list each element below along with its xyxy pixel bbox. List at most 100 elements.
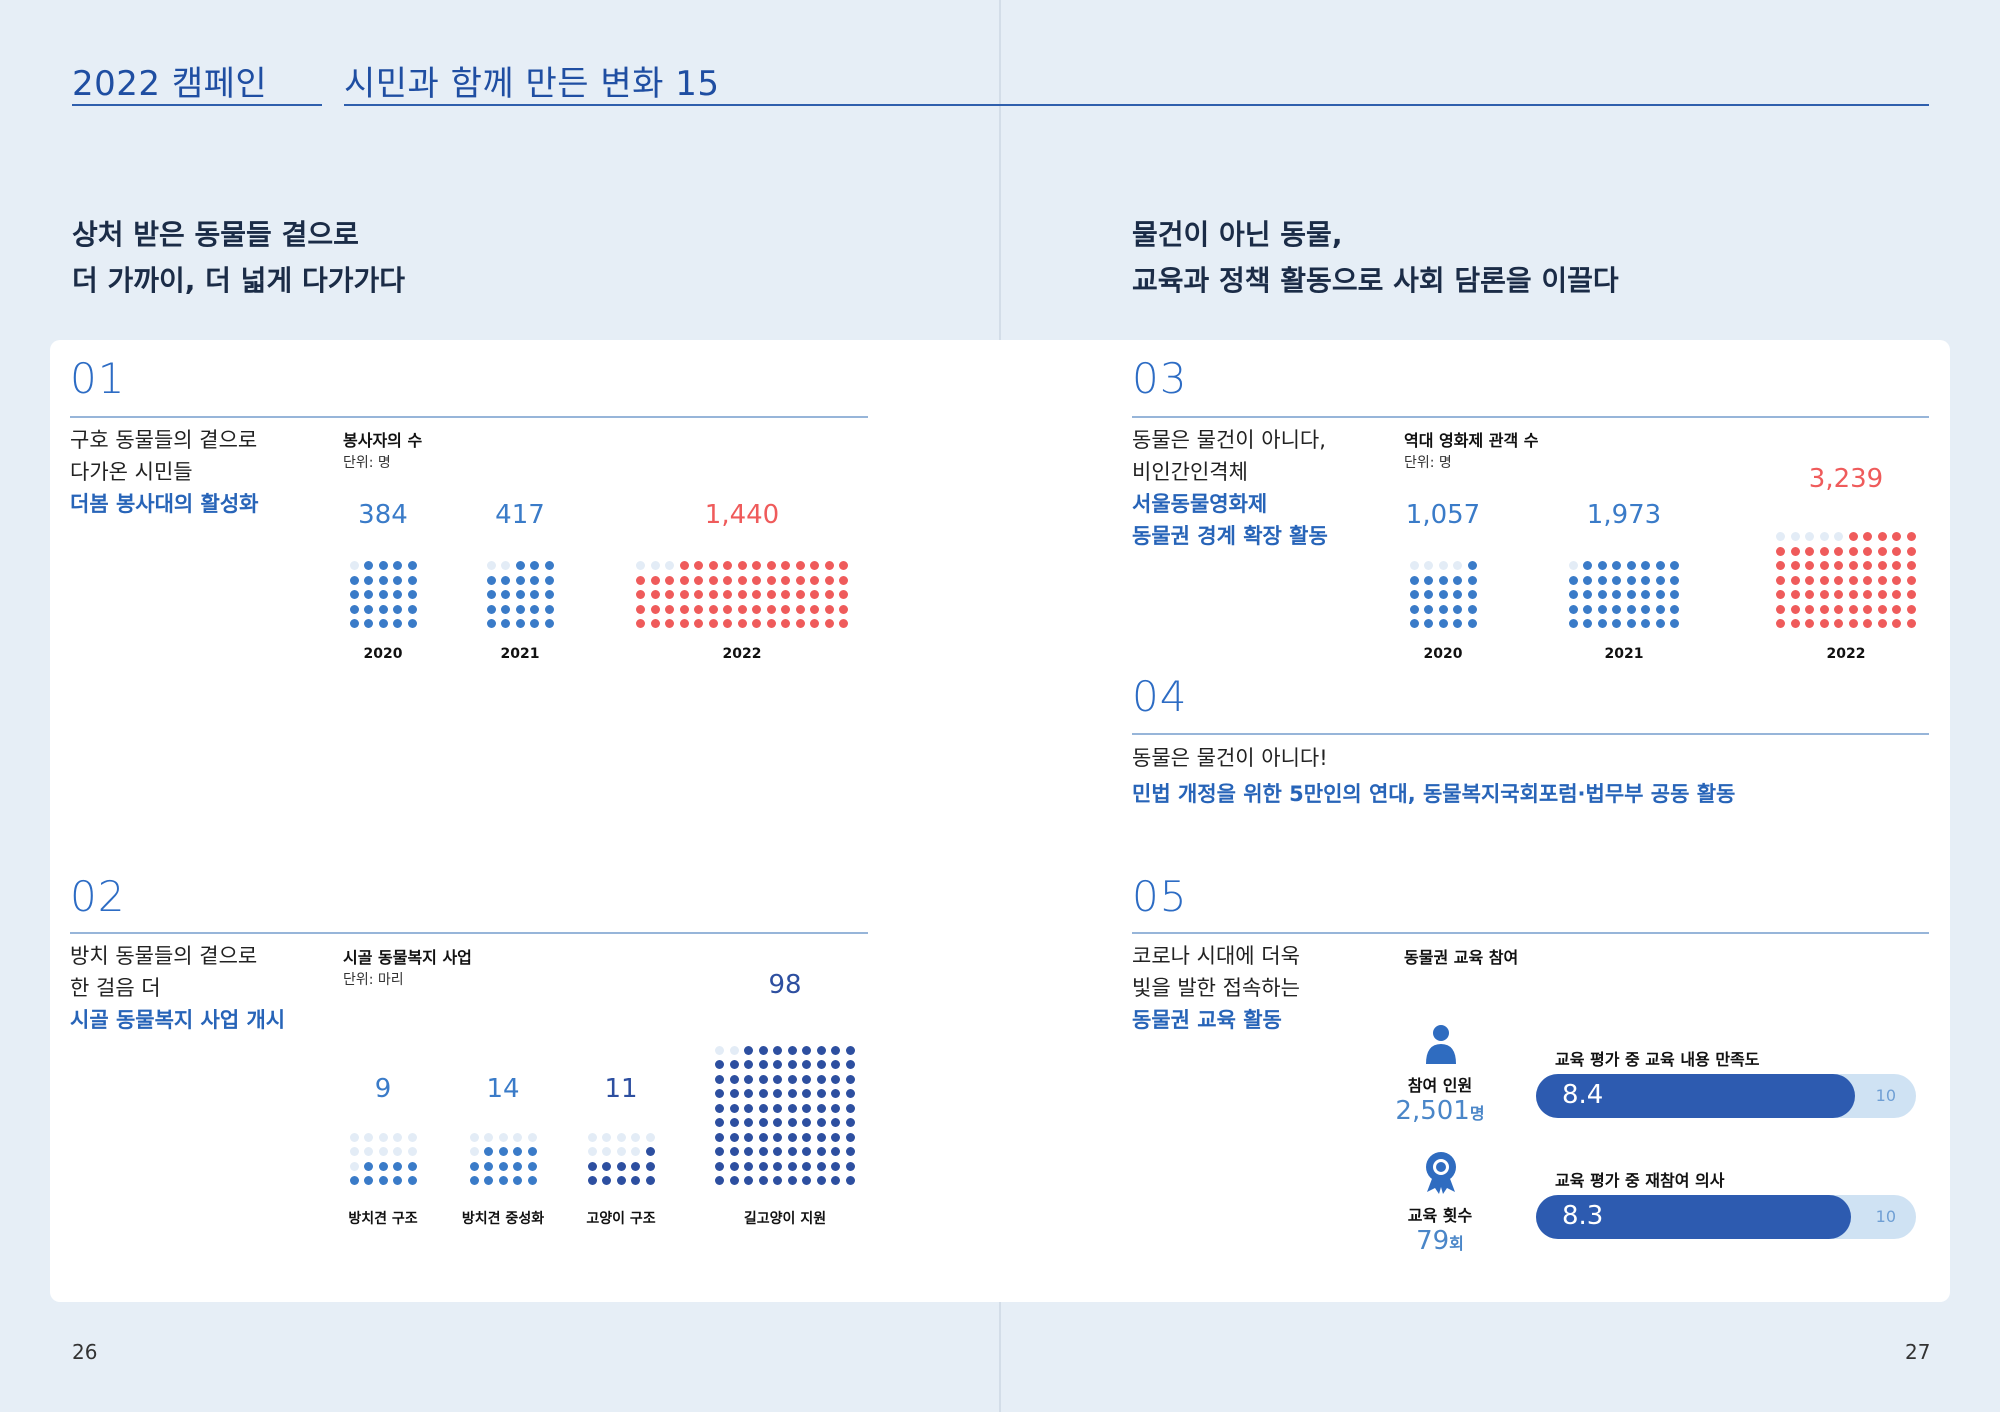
dot [758,1161,768,1171]
dot [616,1176,626,1185]
dot [758,1103,768,1113]
dot [845,1045,855,1055]
dot [758,1147,768,1156]
dot [1409,590,1419,599]
dot [787,1132,797,1142]
dot [498,1161,508,1171]
dot [364,619,373,628]
dot [1819,546,1829,556]
dot [831,1147,841,1156]
dot [773,1045,783,1055]
dot [715,1074,725,1084]
dot [1834,604,1844,614]
dot [737,590,747,599]
dot [839,604,848,614]
dot [802,1060,812,1069]
dot [1612,619,1622,628]
section-desc: 한 걸음 더 [70,976,161,1000]
dot [694,590,703,599]
dot [1453,561,1462,570]
dot [665,604,674,614]
dot [1670,575,1680,585]
dot [1790,546,1800,556]
dot [602,1132,611,1142]
award-icon [1426,1152,1456,1194]
dot [1453,575,1462,585]
left-intro-line: 상처 받은 동물들 곁으로 [72,218,359,251]
dot [1790,561,1800,570]
dot [831,1161,841,1171]
dot [631,1176,640,1185]
dot [1583,604,1593,614]
chart-unit: 단위: 명 [343,455,391,471]
dot [1655,561,1665,570]
dot [486,575,496,585]
dot [650,590,660,599]
campaign-underline [72,104,322,106]
dot [831,1060,841,1069]
dot [407,575,417,585]
dot [1848,561,1858,570]
dot [378,604,388,614]
dot [1641,575,1651,585]
dot [1906,604,1916,614]
dot [679,619,689,628]
dot [758,1045,768,1055]
dot [744,1103,754,1113]
dot [665,575,674,585]
dot [737,575,747,585]
dot [744,1118,754,1127]
dot [744,1147,754,1156]
dot [752,561,761,570]
participants-unit: 명 [1469,1104,1485,1123]
dot [845,1132,855,1142]
dot [802,1074,812,1084]
dot [1790,619,1800,628]
dot [729,1132,739,1142]
dot [544,561,554,570]
dot [1424,575,1433,585]
dot [645,1176,655,1185]
chart-value-label: 98 [768,970,802,1000]
dot [824,604,834,614]
dot [1612,561,1622,570]
dot [469,1132,479,1142]
dot [1612,604,1622,614]
dot [831,1074,841,1084]
dot [587,1176,597,1185]
dot [758,1060,768,1069]
dot [1670,619,1680,628]
right-intro-line: 교육과 정책 활동으로 사회 담론을 이끌다 [1132,264,1619,297]
section-01-text: 구호 동물들의 곁으로 다가온 시민들 더봄 봉사대의 활성화 [70,424,259,520]
dot [1877,590,1887,599]
dot [802,1118,812,1127]
section-desc: 방치 동물들의 곁으로 [70,944,258,968]
chart-category-label: 2021 [500,646,540,662]
dot [1597,575,1607,585]
dot [378,561,388,570]
dot [787,1176,797,1185]
dot [515,604,525,614]
dot [1776,561,1786,570]
dot [1863,619,1873,628]
dot [758,1089,768,1098]
dot [527,1161,537,1171]
dot [1583,561,1593,570]
reparticipation-bar: 8.3 10 [1536,1195,1916,1239]
dot [845,1089,855,1098]
dot [486,619,496,628]
dot [845,1176,855,1185]
dot [802,1103,812,1113]
dot [715,1060,725,1069]
dot [530,619,539,628]
dot [645,1147,655,1156]
dot [744,1074,754,1084]
dot [378,1176,388,1185]
dot [407,590,417,599]
dot [1597,590,1607,599]
dot [845,1147,855,1156]
dot [1863,604,1873,614]
dot [587,1132,597,1142]
dot [602,1161,611,1171]
satisfaction-value: 8.4 [1562,1080,1604,1110]
